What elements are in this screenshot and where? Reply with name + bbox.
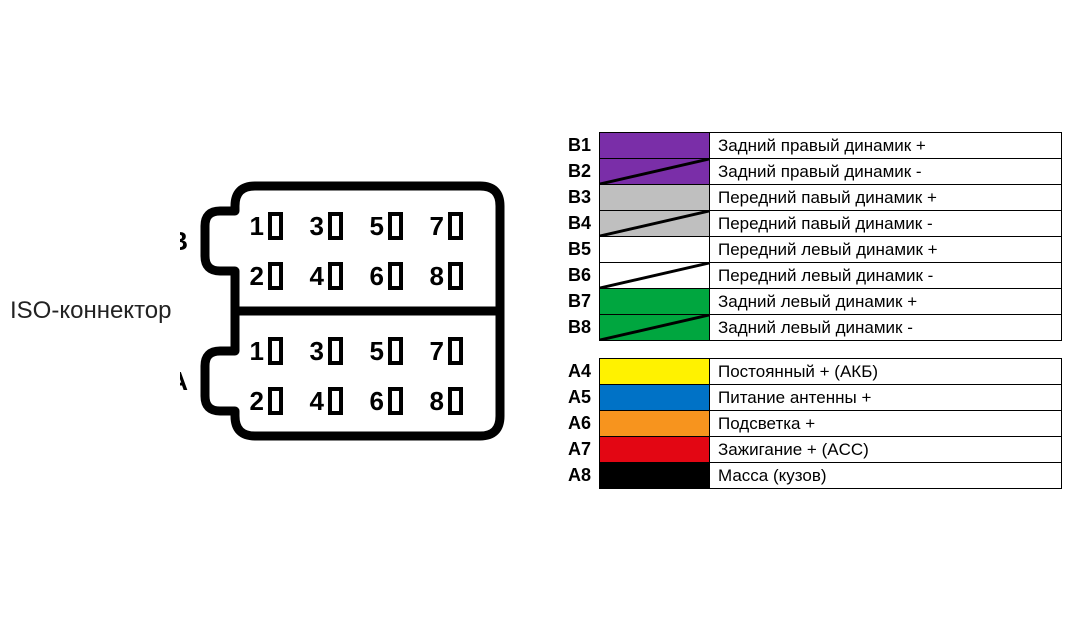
- pin-slot: [390, 214, 401, 238]
- legend-row: A4 Постоянный + (АКБ): [560, 359, 1062, 385]
- legend-pin-label: B3: [560, 185, 600, 211]
- legend-color-swatch: [600, 411, 710, 437]
- legend-pin-label: B8: [560, 315, 600, 341]
- legend-row: A5 Питание антенны +: [560, 385, 1062, 411]
- legend-row: B3 Передний павый динамик +: [560, 185, 1062, 211]
- legend-color-swatch: [600, 133, 710, 159]
- legend-pin-label: A7: [560, 437, 600, 463]
- legend-description: Масса (кузов): [710, 463, 1062, 489]
- pin-slot: [330, 389, 341, 413]
- connector-label: ISO-коннектор: [10, 297, 172, 325]
- legend-color-swatch: [600, 185, 710, 211]
- pin-number: 5: [369, 336, 383, 366]
- pin-slot: [330, 214, 341, 238]
- legend-description: Передний левый динамик +: [710, 237, 1062, 263]
- pin-slot: [390, 264, 401, 288]
- pin-number: 7: [429, 211, 443, 241]
- legend-description: Питание антенны +: [710, 385, 1062, 411]
- legend-description: Задний левый динамик -: [710, 315, 1062, 341]
- legend-row: B2 Задний правый динамик -: [560, 159, 1062, 185]
- legend-row: A6 Подсветка +: [560, 411, 1062, 437]
- legend-pin-label: B5: [560, 237, 600, 263]
- legend-description: Постоянный + (АКБ): [710, 359, 1062, 385]
- pin-number: 3: [309, 336, 323, 366]
- legend-description: Передний павый динамик +: [710, 185, 1062, 211]
- legend-row: B5 Передний левый динамик +: [560, 237, 1062, 263]
- connector-section: ISO-коннектор 1 2 3 4 5 6 7 8 1 2 3 4 5 6 7 8 B A: [10, 146, 510, 476]
- pin-number: 4: [309, 386, 324, 416]
- legend-pin-label: B4: [560, 211, 600, 237]
- pin-number: 7: [429, 336, 443, 366]
- pin-slot: [450, 264, 461, 288]
- legend-color-swatch: [600, 359, 710, 385]
- pin-number: 8: [429, 261, 443, 291]
- connector-drawing: 1 2 3 4 5 6 7 8 1 2 3 4 5 6 7 8 B A: [180, 146, 510, 476]
- legend-description: Задний правый динамик -: [710, 159, 1062, 185]
- pin-number: 8: [429, 386, 443, 416]
- pin-number: 2: [249, 386, 263, 416]
- legend-pin-label: B6: [560, 263, 600, 289]
- legend-pin-label: A8: [560, 463, 600, 489]
- legend-color-swatch: [600, 289, 710, 315]
- pin-number: 5: [369, 211, 383, 241]
- pin-slot: [450, 214, 461, 238]
- svg-text:A: A: [180, 366, 188, 396]
- legend-description: Подсветка +: [710, 411, 1062, 437]
- legend-color-swatch: [600, 463, 710, 489]
- legend-color-swatch: [600, 315, 710, 341]
- legend-row: B4 Передний павый динамик -: [560, 211, 1062, 237]
- pin-slot: [390, 339, 401, 363]
- legend-description: Передний левый динамик -: [710, 263, 1062, 289]
- legend-pin-label: A5: [560, 385, 600, 411]
- legend-row: A8 Масса (кузов): [560, 463, 1062, 489]
- legend-row: B8 Задний левый динамик -: [560, 315, 1062, 341]
- pin-number: 3: [309, 211, 323, 241]
- pin-slot: [270, 339, 281, 363]
- pin-number: 1: [249, 211, 263, 241]
- legend-pin-label: A6: [560, 411, 600, 437]
- legend-description: Зажигание + (ACC): [710, 437, 1062, 463]
- legend-row: A7 Зажигание + (ACC): [560, 437, 1062, 463]
- pin-slot: [330, 264, 341, 288]
- pin-number: 1: [249, 336, 263, 366]
- legend-color-swatch: [600, 211, 710, 237]
- legend-description: Задний левый динамик +: [710, 289, 1062, 315]
- pin-slot: [450, 389, 461, 413]
- legend-section: B1 Задний правый динамик + B2 Задний правый…: [560, 132, 1063, 489]
- pin-slot: [330, 339, 341, 363]
- iso-connector-diagram: ISO-коннектор 1 2 3 4 5 6 7 8 1 2 3 4 5 6 7 8 B A B1 За…: [0, 0, 1080, 621]
- pin-slot: [270, 214, 281, 238]
- legend-description: Задний правый динамик +: [710, 133, 1062, 159]
- legend-color-swatch: [600, 237, 710, 263]
- svg-text:B: B: [180, 226, 188, 256]
- legend-color-swatch: [600, 159, 710, 185]
- legend-pin-label: B7: [560, 289, 600, 315]
- legend-row: B6 Передний левый динамик -: [560, 263, 1062, 289]
- pin-number: 6: [369, 386, 383, 416]
- legend-color-swatch: [600, 263, 710, 289]
- pin-number: 4: [309, 261, 324, 291]
- legend-table: B1 Задний правый динамик + B2 Задний правый…: [560, 132, 1063, 489]
- legend-pin-label: B2: [560, 159, 600, 185]
- legend-row: B1 Задний правый динамик +: [560, 133, 1062, 159]
- legend-row: B7 Задний левый динамик +: [560, 289, 1062, 315]
- legend-color-swatch: [600, 437, 710, 463]
- pin-slot: [270, 264, 281, 288]
- legend-pin-label: B1: [560, 133, 600, 159]
- legend-description: Передний павый динамик -: [710, 211, 1062, 237]
- pin-number: 2: [249, 261, 263, 291]
- pin-number: 6: [369, 261, 383, 291]
- pin-slot: [270, 389, 281, 413]
- pin-slot: [450, 339, 461, 363]
- legend-color-swatch: [600, 385, 710, 411]
- legend-pin-label: A4: [560, 359, 600, 385]
- pin-slot: [390, 389, 401, 413]
